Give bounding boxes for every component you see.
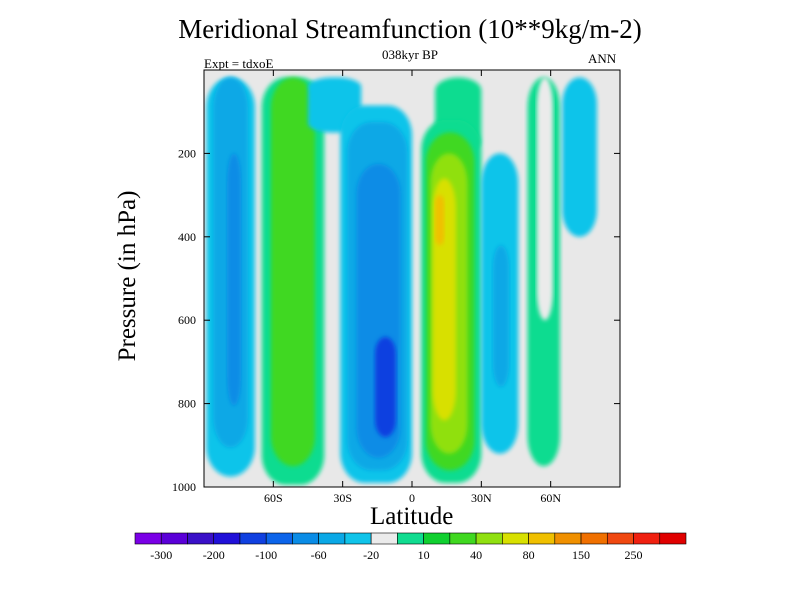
colorbar-label: -300 (150, 548, 172, 562)
chart-subtitle: 038kyr BP (382, 47, 438, 62)
colorbar-label: -100 (255, 548, 277, 562)
sh-ferrel-cell-core (271, 77, 315, 467)
colorbar-swatch (134, 532, 162, 545)
nh-highlat-cell (562, 77, 597, 237)
colorbar-label: 10 (418, 548, 430, 562)
colorbar-swatch (580, 532, 608, 545)
x-tick-label: 0 (409, 491, 415, 505)
colorbar-swatch (292, 532, 319, 545)
colorbar-swatch (423, 532, 451, 545)
colorbar-swatch (502, 532, 529, 545)
y-tick-label: 600 (178, 313, 196, 327)
colorbar-label: 150 (572, 548, 590, 562)
y-tick-label: 200 (178, 146, 196, 160)
colorbar-swatch (633, 532, 661, 545)
colorbar-swatch (659, 532, 687, 545)
colorbar-swatch (528, 532, 556, 545)
season-label: ANN (588, 51, 617, 66)
x-tick-label: 60S (264, 491, 283, 505)
colorbar-label: -20 (363, 548, 379, 562)
colorbar-label: -60 (311, 548, 327, 562)
x-tick-label: 30S (333, 491, 352, 505)
nh-hadley-cell-max (435, 195, 445, 246)
y-tick-label: 1000 (172, 480, 196, 494)
colorbar-swatch (606, 532, 634, 545)
y-tick-label: 400 (178, 230, 196, 244)
colorbar-label: -200 (203, 548, 225, 562)
sh-polar-cell-core (227, 153, 241, 406)
colorbar-swatch (239, 532, 267, 545)
chart-title: Meridional Streamfunction (10**9kg/m-2) (178, 14, 642, 44)
sh-hadley-cell-core (375, 336, 396, 437)
colorbar-swatch (370, 532, 398, 545)
colorbar-swatch (475, 532, 503, 545)
colorbar-swatch (397, 532, 424, 545)
experiment-label: Expt = tdxoE (204, 56, 274, 71)
y-tick-label: 800 (178, 397, 196, 411)
x-tick-label: 60N (540, 491, 561, 505)
colorbar-swatch (318, 532, 346, 545)
colorbar-swatch (554, 532, 582, 545)
colorbar-label: 40 (470, 548, 482, 562)
colorbar-label: 250 (625, 548, 643, 562)
colorbar-swatch (344, 532, 372, 545)
colorbar-label: 80 (523, 548, 535, 562)
colorbar-swatch (160, 532, 188, 545)
nh-ferrel-cell-core (492, 245, 510, 387)
colorbar-swatch (187, 532, 215, 545)
nh-polar-cell-gap (536, 77, 553, 321)
x-tick-label: 30N (471, 491, 492, 505)
colorbar-swatch (213, 532, 241, 545)
x-axis-label: Latitude (370, 503, 454, 530)
colorbar-swatch (265, 532, 293, 545)
colorbar-swatch (449, 532, 477, 545)
